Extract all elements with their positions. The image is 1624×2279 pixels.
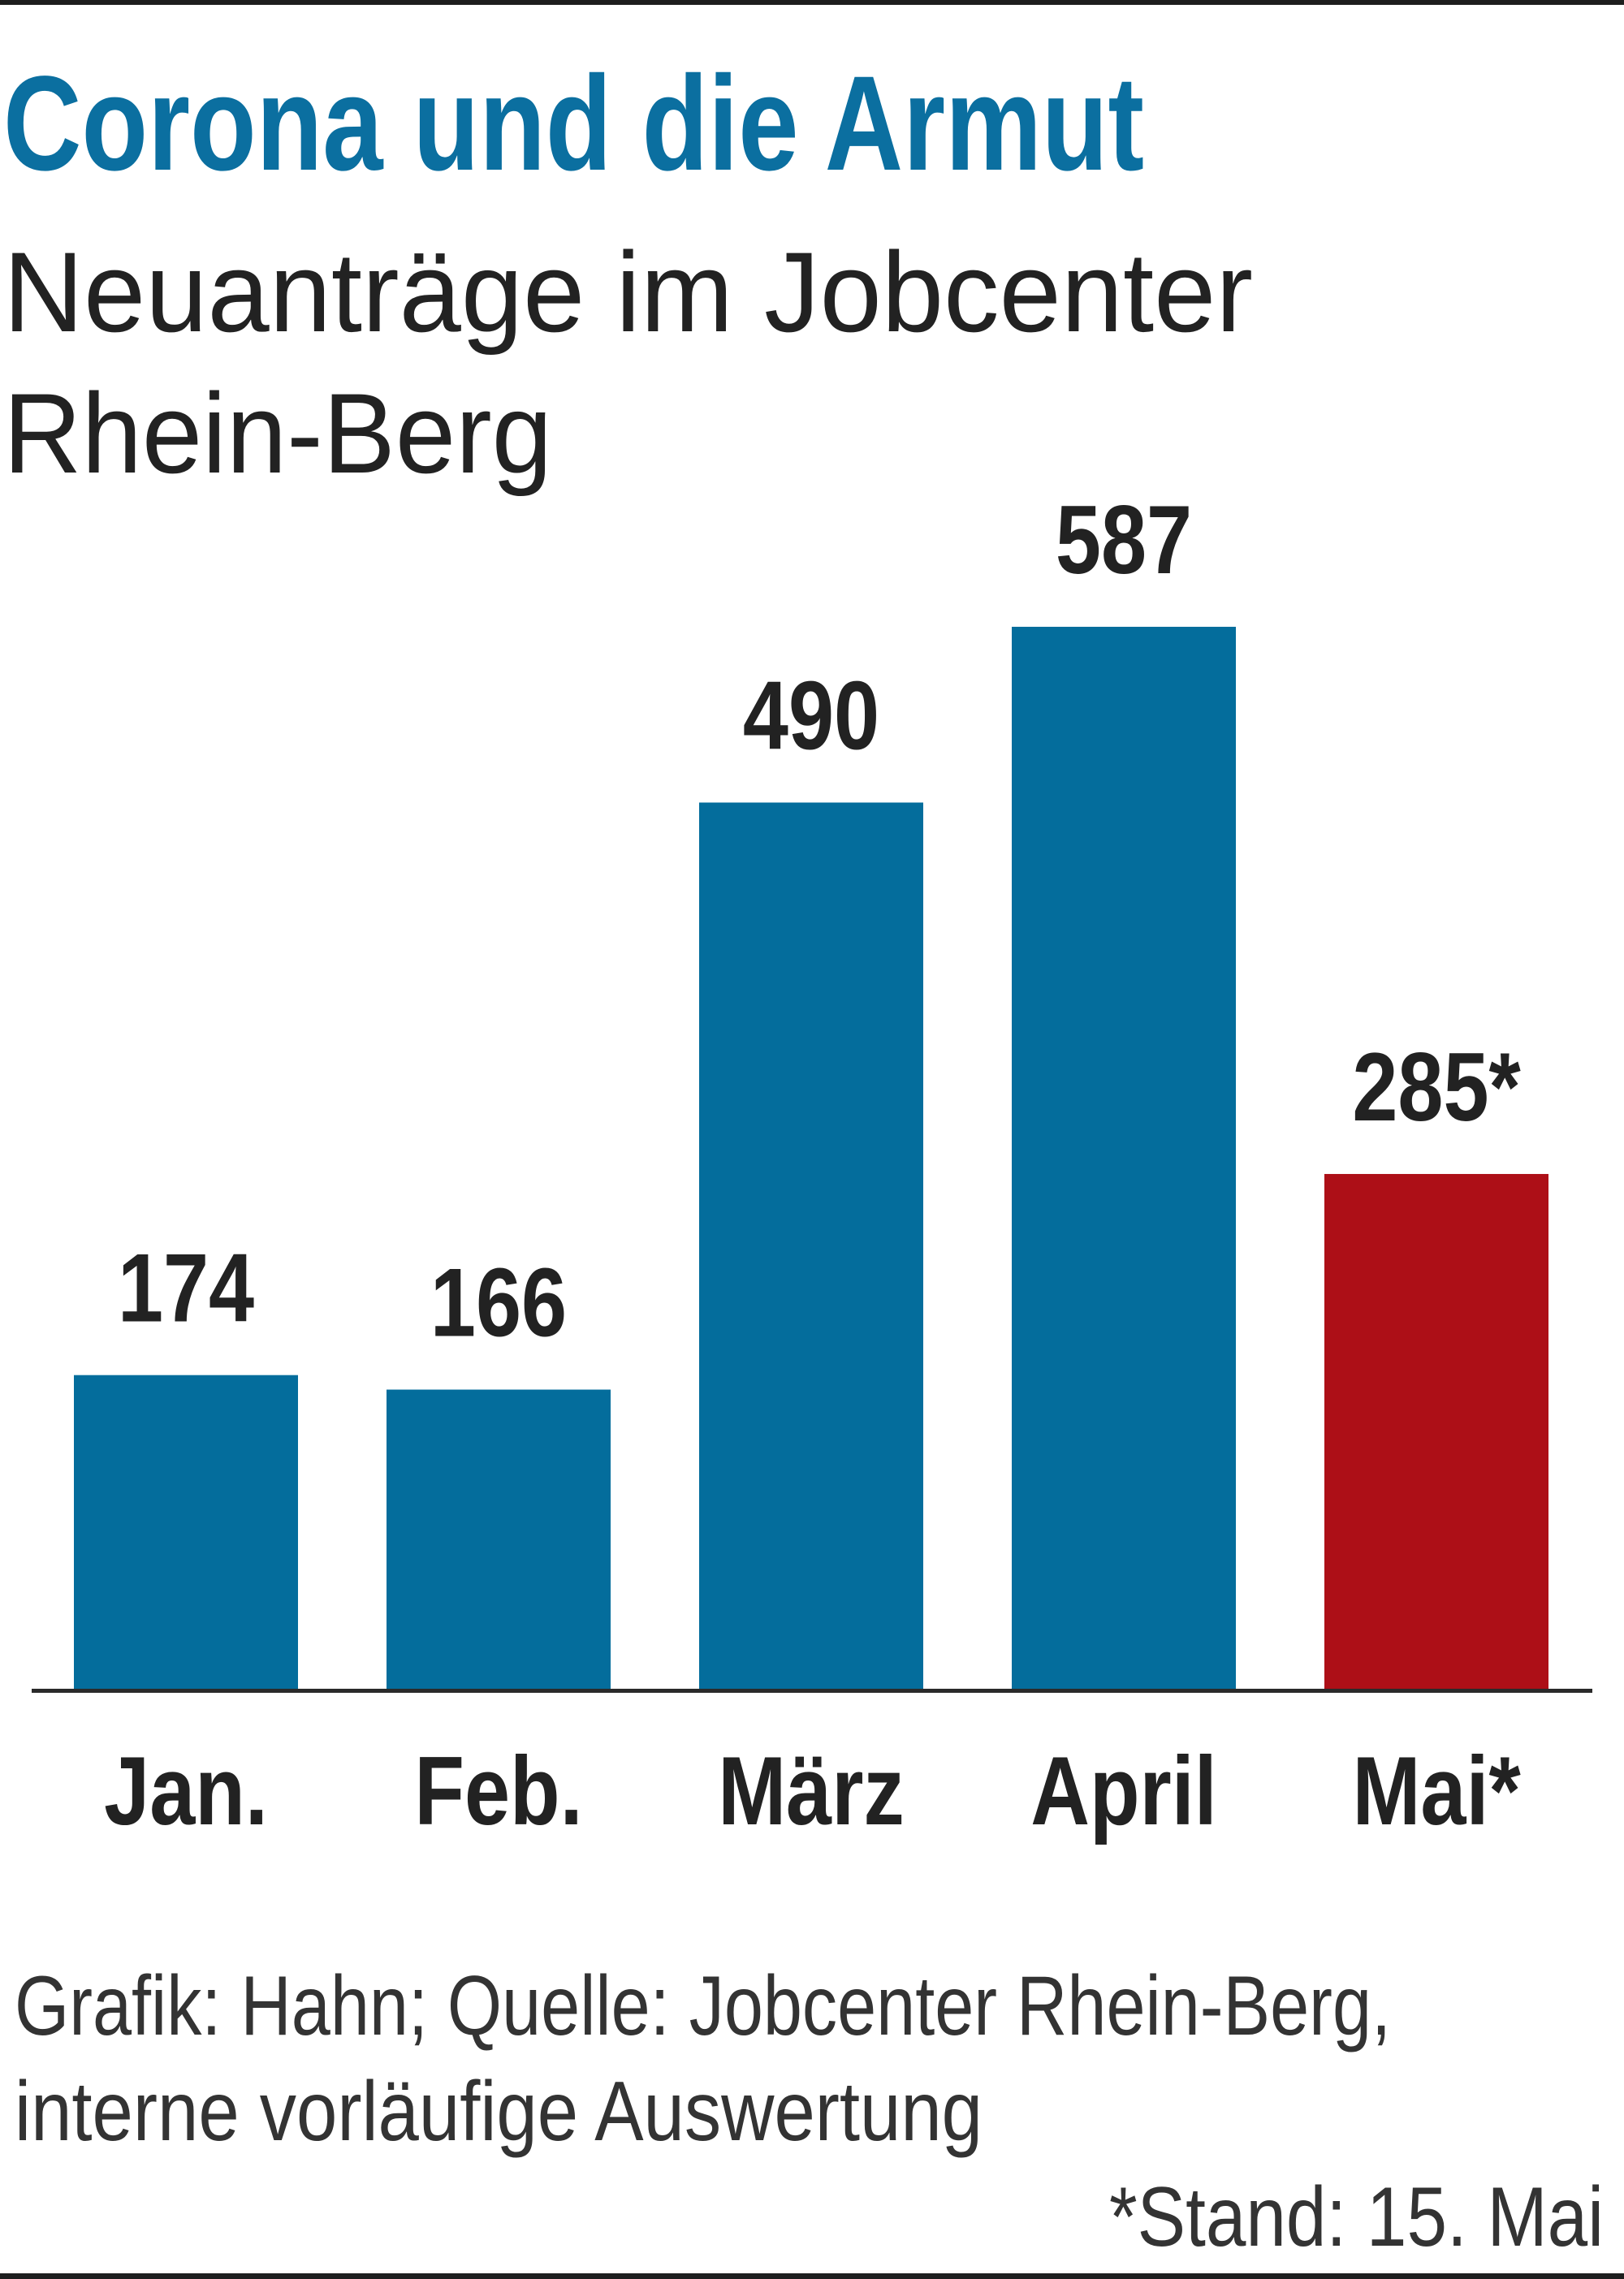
x-axis-line [32,1689,1592,1693]
chart-subtitle-line-2: Rhein-Berg [3,369,552,497]
bars-group [74,627,1548,1690]
value-label-mai: 285* [1352,1034,1521,1142]
value-label-marz: 490 [743,662,879,770]
category-label-feb: Feb. [414,1737,582,1845]
top-border [0,0,1624,5]
bar-feb [387,1389,611,1690]
source-line-1: Grafik: Hahn; Quelle: Jobcenter Rhein-Be… [15,1959,1391,2053]
value-label-jan: 174 [118,1234,254,1342]
bottom-border [0,2273,1624,2279]
category-labels-group: Jan. Feb. März April Mai* [104,1737,1521,1845]
plot-area: 174 166 490 587 285* Jan. Feb. März April Mai* [32,486,1592,1845]
category-label-april: April [1030,1737,1217,1845]
bar-marz [699,802,923,1690]
bar-mai [1324,1173,1548,1690]
category-label-marz: März [718,1737,905,1845]
category-label-jan: Jan. [104,1737,268,1845]
value-labels-group: 174 166 490 587 285* [118,486,1522,1357]
category-label-mai: Mai* [1352,1737,1521,1845]
value-label-feb: 166 [430,1249,567,1357]
value-label-april: 587 [1056,486,1192,594]
footnote: *Stand: 15. Mai [1109,2170,1604,2264]
chart-subtitle-line-1: Neuanträge im Jobcenter [3,228,1253,356]
bar-jan [74,1375,298,1690]
bar-april [1012,627,1236,1690]
chart-title: Corona und die Armut [3,49,1144,199]
source-line-2: interne vorläufige Auswertung [15,2065,983,2159]
